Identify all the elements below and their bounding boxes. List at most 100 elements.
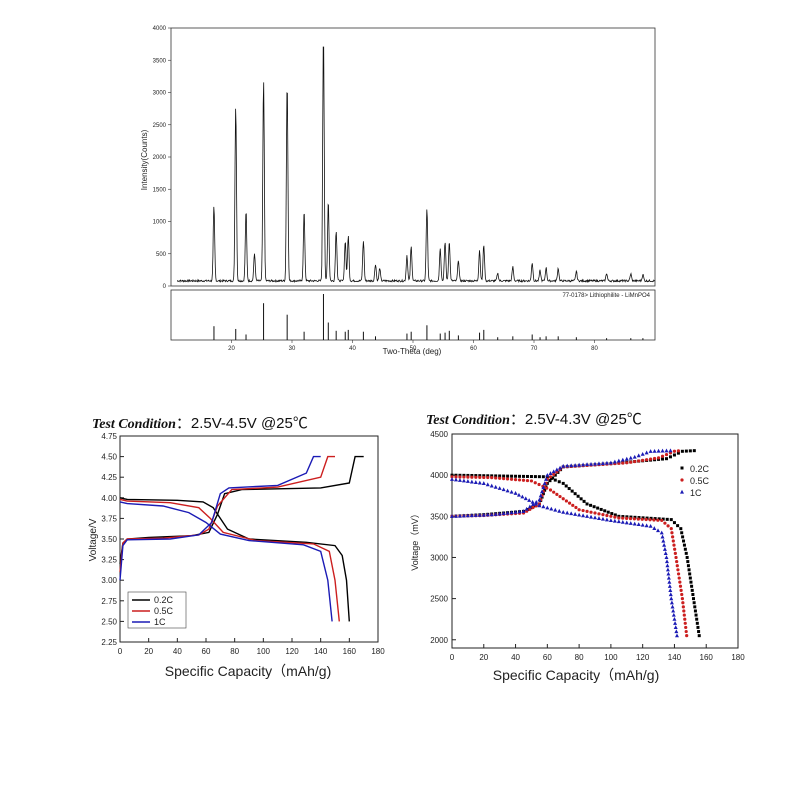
right-point-charge-0.2C (668, 455, 672, 459)
right-point-discharge-0.2C (665, 517, 669, 521)
right-point-discharge-1C (644, 523, 649, 528)
right-point-discharge-0.2C (506, 474, 510, 478)
right-point-discharge-1C (673, 621, 678, 625)
right-point-discharge-1C (530, 499, 535, 504)
right-point-charge-0.5C (548, 475, 553, 479)
right-point-discharge-0.2C (478, 474, 482, 478)
right-point-discharge-0.5C (640, 517, 644, 521)
right-point-charge-1C (569, 463, 574, 468)
right-point-discharge-1C (533, 501, 538, 506)
right-point-discharge-1C (457, 478, 462, 482)
right-point-charge-0.2C (672, 453, 676, 457)
right-point-discharge-1C (624, 520, 629, 525)
right-point-discharge-0.2C (625, 515, 629, 519)
right-point-discharge-0.2C (691, 593, 695, 596)
right-point-discharge-1C (608, 518, 613, 523)
right-point-discharge-1C (569, 511, 574, 516)
right-point-charge-1C (540, 489, 545, 494)
right-point-charge-1C (501, 511, 506, 516)
xrd-plot-area: 0 500 1000 1500 2000 2500 3000 3500 4000 20 30 40 50… (153, 26, 656, 352)
right-xtick-label: 60 (543, 653, 552, 662)
xrd-ylabel: Intensity(Counts) (140, 129, 149, 190)
right-point-charge-0.2C (688, 449, 692, 453)
right-point-discharge-1C (527, 498, 532, 502)
right-point-discharge-0.2C (692, 597, 696, 601)
right-point-discharge-1C (493, 484, 498, 489)
right-point-charge-0.5C (552, 472, 556, 476)
right-point-charge-1C (531, 502, 536, 507)
right-point-charge-1C (636, 453, 641, 458)
right-point-discharge-0.2C (567, 487, 571, 491)
right-point-charge-1C (527, 504, 532, 509)
right-point-discharge-0.2C (695, 617, 699, 621)
right-ytick-label: 3500 (430, 512, 448, 521)
right-point-discharge-0.5C (593, 511, 597, 515)
right-point-charge-1C (652, 448, 657, 453)
right-ytick-label: 2000 (430, 636, 448, 645)
right-point-charge-0.5C (637, 459, 641, 463)
right-legend-marker (680, 478, 684, 482)
right-ylabel: Voltage（mV） (410, 509, 420, 571)
right-point-discharge-0.2C (537, 475, 541, 479)
right-point-discharge-0.5C (458, 475, 462, 479)
xrd-ytick-label: 0 (163, 284, 167, 290)
left-legend-label: 1C (154, 617, 166, 627)
left-ytick-label: 3.25 (101, 556, 117, 565)
right-point-discharge-0.2C (570, 489, 574, 493)
right-point-discharge-0.2C (470, 473, 474, 477)
right-point-discharge-1C (497, 486, 502, 490)
right-point-discharge-0.5C (486, 475, 490, 480)
right-point-charge-0.5C (641, 458, 645, 462)
right-point-discharge-0.2C (681, 535, 685, 539)
right-point-discharge-1C (660, 534, 665, 539)
right-point-charge-1C (513, 509, 518, 514)
right-point-discharge-0.2C (545, 475, 549, 479)
right-point-discharge-1C (489, 483, 494, 488)
right-point-discharge-0.2C (696, 625, 700, 629)
right-point-charge-0.2C (548, 479, 552, 483)
right-point-discharge-0.5C (682, 613, 686, 617)
right-point-charge-0.2C (680, 449, 684, 453)
right-capacity-chart: 2000 2500 3000 3500 4000 4500 0 20 40 60 80 100 120 1… (410, 430, 745, 683)
right-point-discharge-1C (670, 604, 675, 609)
left-series-discharge-0.5C (119, 498, 340, 622)
right-point-charge-0.5C (645, 458, 649, 462)
right-point-discharge-1C (541, 504, 546, 509)
right-point-discharge-0.2C (684, 551, 688, 555)
right-point-discharge-0.2C (669, 518, 673, 522)
right-point-discharge-0.5C (621, 516, 625, 520)
left-xtick-label: 20 (144, 647, 153, 656)
right-point-discharge-0.5C (617, 516, 621, 520)
left-condition-value: ：2.5V-4.5V @25℃ (175, 415, 308, 432)
right-point-discharge-0.5C (636, 517, 640, 521)
xrd-ytick-label: 1500 (153, 187, 167, 193)
right-point-discharge-0.5C (462, 475, 466, 479)
right-plot-area: 2000 2500 3000 3500 4000 4500 0 20 40 60 80 100 120 1… (430, 430, 745, 662)
right-point-discharge-1C (589, 514, 594, 519)
right-point-discharge-0.2C (589, 503, 593, 507)
right-point-discharge-0.5C (682, 609, 686, 613)
right-point-discharge-0.5C (466, 475, 470, 479)
right-point-discharge-0.5C (632, 517, 637, 521)
right-point-charge-1C (493, 512, 498, 516)
right-point-discharge-0.5C (672, 543, 676, 547)
xrd-reference-label: 77-0178> Lithiophilite - LiMnPO4 (562, 293, 650, 299)
right-point-discharge-0.5C (675, 559, 679, 564)
right-point-discharge-0.5C (545, 486, 549, 490)
right-point-discharge-1C (667, 579, 672, 584)
right-point-discharge-0.5C (671, 535, 675, 539)
right-point-discharge-0.2C (697, 630, 701, 634)
right-point-charge-1C (656, 448, 661, 453)
right-point-charge-0.5C (617, 461, 621, 465)
right-point-discharge-0.5C (585, 509, 589, 513)
right-point-charge-0.5C (528, 507, 532, 511)
right-point-discharge-1C (573, 512, 578, 516)
right-point-discharge-0.2C (606, 510, 610, 514)
right-point-charge-1C (640, 451, 645, 456)
right-point-discharge-1C (557, 508, 562, 513)
left-xtick-label: 60 (202, 647, 211, 656)
right-point-discharge-0.5C (525, 478, 530, 483)
right-point-discharge-1C (636, 522, 641, 527)
right-point-charge-1C (561, 463, 566, 468)
right-point-discharge-0.5C (498, 476, 502, 480)
